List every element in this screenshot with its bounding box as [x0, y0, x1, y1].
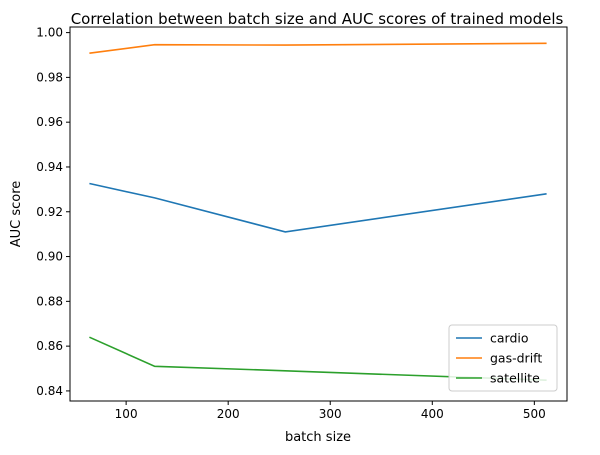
series-line-gas-drift — [89, 42, 547, 54]
chart-title: Correlation between batch size and AUC s… — [71, 10, 564, 28]
y-tick-label: 0.96 — [36, 115, 63, 129]
y-axis-label: AUC score — [9, 181, 24, 248]
x-tick-label: 100 — [115, 407, 138, 421]
series-line-cardio — [89, 182, 547, 233]
legend-label-satellite: satellite — [490, 371, 540, 386]
y-tick-label: 0.88 — [36, 294, 63, 308]
legend: cardio gas-drift satellite — [448, 324, 558, 392]
x-axis: 100 200 300 400 500 — [115, 401, 546, 421]
legend-box — [448, 324, 558, 392]
x-tick-label: 400 — [421, 407, 444, 421]
y-tick-label: 0.92 — [36, 205, 63, 219]
y-tick-label: 0.84 — [36, 384, 63, 398]
legend-label-cardio: cardio — [490, 331, 529, 346]
x-axis-label: batch size — [285, 430, 351, 445]
y-tick-label: 1.00 — [36, 26, 63, 40]
x-tick-label: 300 — [319, 407, 342, 421]
plot-frame — [69, 26, 568, 402]
y-tick-label: 0.86 — [36, 339, 63, 353]
y-tick-label: 0.94 — [36, 160, 63, 174]
legend-label-gas-drift: gas-drift — [490, 351, 542, 366]
y-tick-label: 0.98 — [36, 70, 63, 84]
x-tick-label: 500 — [523, 407, 546, 421]
series-line-satellite — [89, 336, 547, 381]
y-axis: 0.84 0.86 0.88 0.90 0.92 0.94 0.96 0.98 1.00 — [36, 26, 70, 398]
series-lines — [89, 42, 547, 381]
x-tick-label: 200 — [217, 407, 240, 421]
y-tick-label: 0.90 — [36, 250, 63, 264]
